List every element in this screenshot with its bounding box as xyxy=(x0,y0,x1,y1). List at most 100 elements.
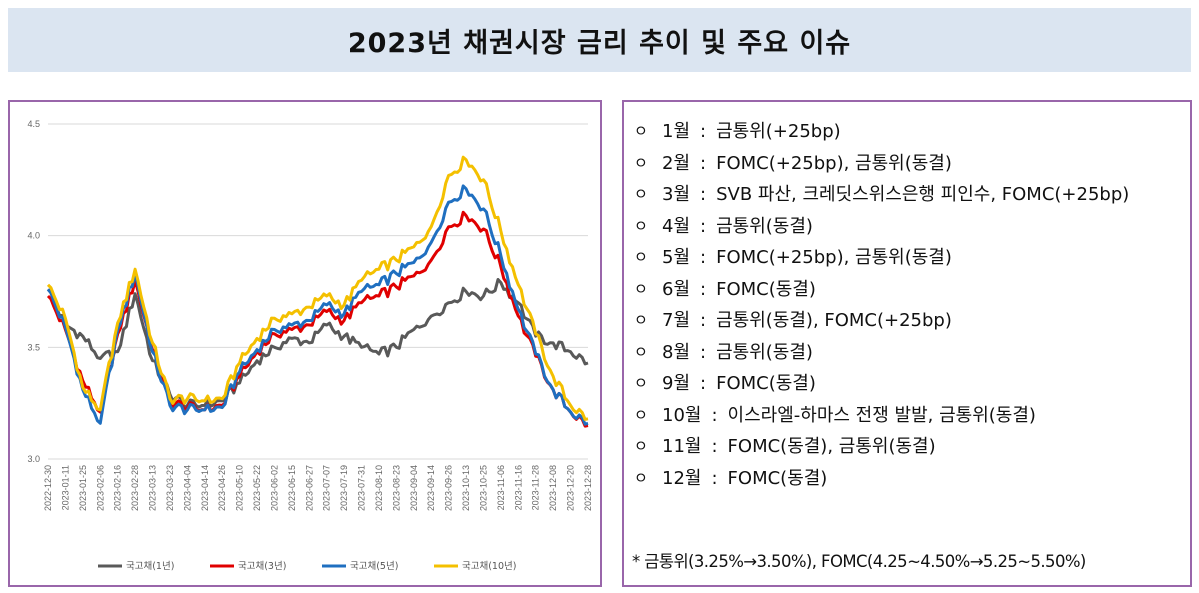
issue-month: 4월 xyxy=(662,215,691,237)
issue-text: FOMC(동결) xyxy=(727,467,828,489)
x-tick-label: 2023-08-23 xyxy=(391,465,401,511)
issue-separator: : xyxy=(700,247,707,268)
issue-bullet: ㅇ xyxy=(634,311,648,329)
issue-bullet: ㅇ xyxy=(634,437,648,455)
x-tick-label: 2023-09-04 xyxy=(409,465,419,511)
issue-text: FOMC(동결) xyxy=(716,278,816,300)
issue-month: 5월 xyxy=(662,247,691,268)
issue-text: 금통위(동결) xyxy=(716,215,813,237)
issue-text: FOMC(+25bp), 금통위(동결) xyxy=(716,247,952,268)
y-tick-label: 3.5 xyxy=(27,342,40,352)
x-tick-label: 2023-07-07 xyxy=(322,465,332,511)
x-tick-label: 2023-12-08 xyxy=(548,465,558,511)
issue-item: ㅇ 11월: FOMC(동결), 금통위(동결) xyxy=(634,431,1184,463)
issue-bullet: ㅇ xyxy=(634,153,648,172)
issue-text: FOMC(동결), 금통위(동결) xyxy=(727,436,936,457)
issue-bullet: ㅇ xyxy=(634,122,648,140)
x-tick-label: 2023-03-13 xyxy=(148,465,158,511)
x-tick-label: 2023-07-31 xyxy=(357,465,367,511)
issue-month: 8월 xyxy=(662,341,691,363)
issue-month: 3월 xyxy=(662,184,691,205)
issue-text: 금통위(동결) xyxy=(716,341,813,363)
issue-month: 6월 xyxy=(662,278,691,300)
y-tick-label: 4.0 xyxy=(27,231,40,241)
issue-text: FOMC(동결) xyxy=(716,373,816,394)
issue-list: ㅇ 1월: 금통위(+25bp) ㅇ 2월: FOMC(+25bp), 금통위(동결) ㅇ 3… xyxy=(634,116,1184,494)
legend-label: 국고채(3년) xyxy=(238,561,286,572)
title-bar: 2023년 채권시장 금리 추이 및 주요 이슈 xyxy=(8,8,1191,72)
x-tick-label: 2022-12-30 xyxy=(43,465,53,511)
legend-label: 국고채(5년) xyxy=(350,561,398,572)
series-line-3 xyxy=(46,184,589,426)
issue-separator: : xyxy=(700,278,707,300)
yield-line-chart: 3.0 3.5 4.0 4.5 2022-12-30 2023-01-11 2023-01-… xyxy=(27,119,593,572)
series-line-1 xyxy=(46,278,589,410)
issue-month: 1월 xyxy=(662,121,691,142)
x-tick-label: 2023-11-06 xyxy=(496,465,506,510)
page-title: 2023년 채권시장 금리 추이 및 주요 이슈 xyxy=(347,27,852,59)
issue-bullet: ㅇ xyxy=(634,468,648,487)
issue-separator: : xyxy=(711,404,718,426)
issues-panel: ㅇ 1월: 금통위(+25bp) ㅇ 2월: FOMC(+25bp), 금통위(동결) ㅇ 3… xyxy=(622,100,1192,587)
x-tick-label: 2023-06-15 xyxy=(287,465,297,511)
issue-bullet: ㅇ xyxy=(634,248,648,266)
x-tick-label: 2023-02-28 xyxy=(130,465,140,511)
issue-separator: : xyxy=(700,215,707,237)
issue-item: ㅇ 5월: FOMC(+25bp), 금통위(동결) xyxy=(634,242,1184,274)
x-tick-label: 2023-11-16 xyxy=(513,465,523,510)
issue-item: ㅇ 6월: FOMC(동결) xyxy=(634,274,1184,306)
issue-month: 12월 xyxy=(662,467,702,489)
x-tick-label: 2023-02-06 xyxy=(95,465,105,511)
issue-bullet: ㅇ xyxy=(634,216,648,235)
issue-bullet: ㅇ xyxy=(634,185,648,203)
x-tick-label: 2023-07-19 xyxy=(339,465,349,511)
issue-bullet: ㅇ xyxy=(634,342,648,361)
legend-label: 국고채(1년) xyxy=(126,561,174,572)
issue-separator: : xyxy=(700,184,707,205)
issue-item: ㅇ 3월: SVB 파산, 크레딧스위스은행 피인수, FOMC(+25bp) xyxy=(634,179,1184,211)
issue-item: ㅇ 7월: 금통위(동결), FOMC(+25bp) xyxy=(634,305,1184,337)
issue-item: ㅇ 12월: FOMC(동결) xyxy=(634,463,1184,495)
issue-separator: : xyxy=(711,436,718,457)
issue-month: 10월 xyxy=(662,404,702,426)
x-tick-label: 2023-05-22 xyxy=(252,465,262,511)
issue-month: 11월 xyxy=(662,436,702,457)
x-tick-label: 2023-02-16 xyxy=(113,465,123,511)
issue-separator: : xyxy=(700,152,707,174)
issue-item: ㅇ 4월: 금통위(동결) xyxy=(634,211,1184,243)
issue-text: FOMC(+25bp), 금통위(동결) xyxy=(716,152,952,174)
x-tick-label: 2023-06-02 xyxy=(269,465,279,511)
issue-separator: : xyxy=(700,121,707,142)
issue-separator: : xyxy=(711,467,718,489)
y-tick-label: 4.5 xyxy=(27,119,40,129)
issue-item: ㅇ 10월: 이스라엘-하마스 전쟁 발발, 금통위(동결) xyxy=(634,400,1184,432)
x-tick-label: 2023-12-20 xyxy=(566,465,576,511)
chart-panel: 3.0 3.5 4.0 4.5 2022-12-30 2023-01-11 2023-01-… xyxy=(8,100,602,587)
x-tick-label: 2023-12-28 xyxy=(583,465,593,511)
x-tick-label: 2023-09-26 xyxy=(444,465,454,511)
issue-text: SVB 파산, 크레딧스위스은행 피인수, FOMC(+25bp) xyxy=(716,184,1130,205)
issue-text: 이스라엘-하마스 전쟁 발발, 금통위(동결) xyxy=(727,404,1036,426)
issue-month: 2월 xyxy=(662,152,691,174)
x-tick-label: 2023-01-25 xyxy=(78,465,88,511)
x-tick-label: 2023-09-14 xyxy=(426,465,436,511)
legend-label: 국고채(10년) xyxy=(462,561,516,572)
x-tick-label: 2023-10-13 xyxy=(461,465,471,511)
x-tick-label: 2023-04-26 xyxy=(217,465,227,511)
issue-item: ㅇ 8월: 금통위(동결) xyxy=(634,337,1184,369)
issue-bullet: ㅇ xyxy=(634,279,648,298)
x-tick-label: 2023-11-28 xyxy=(531,465,541,510)
issue-item: ㅇ 9월: FOMC(동결) xyxy=(634,368,1184,400)
issue-bullet: ㅇ xyxy=(634,405,648,424)
x-tick-label: 2023-05-10 xyxy=(235,465,245,511)
issue-separator: : xyxy=(700,341,707,363)
x-tick-label: 2023-10-25 xyxy=(478,465,488,511)
issue-bullet: ㅇ xyxy=(634,374,648,392)
x-tick-label: 2023-03-23 xyxy=(165,465,175,511)
issue-separator: : xyxy=(700,373,707,394)
x-tick-label: 2023-04-14 xyxy=(200,465,210,511)
x-tick-label: 2023-01-11 xyxy=(60,465,70,510)
issue-footnote: * 금통위(3.25%→3.50%), FOMC(4.25~4.50%→5.25… xyxy=(632,552,1086,571)
y-tick-label: 3.0 xyxy=(27,454,40,464)
issue-item: ㅇ 2월: FOMC(+25bp), 금통위(동결) xyxy=(634,148,1184,180)
